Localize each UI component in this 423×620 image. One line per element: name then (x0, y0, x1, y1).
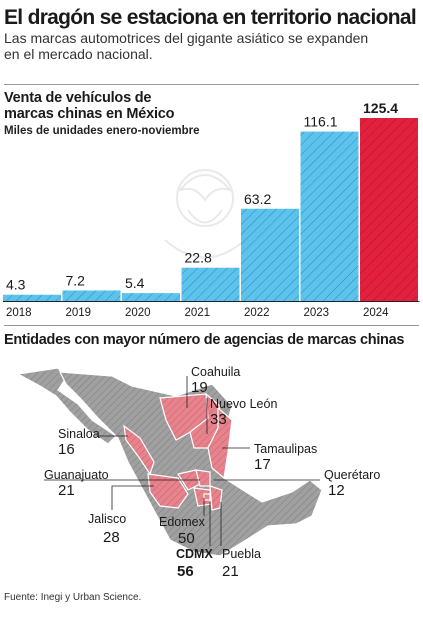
page-subtitle: Las marcas automotrices del gigante asiá… (4, 30, 369, 62)
chart-title: Venta de vehículos de marcas chinas en M… (4, 90, 175, 122)
data-label-2023: 116.1 (304, 114, 338, 130)
map-state-cdmx (203, 493, 211, 501)
entity-value-nuevo-leon: 33 (210, 411, 227, 428)
entity-name-tamaulipas: Tamaulipas (254, 442, 317, 456)
entity-value-guanajuato: 21 (58, 482, 75, 499)
entity-name-queretaro: Querétaro (324, 468, 380, 482)
divider (4, 84, 419, 85)
bar-2021 (181, 267, 240, 301)
entity-name-nuevo-leon: Nuevo León (210, 397, 277, 411)
entity-value-jalisco: 28 (103, 529, 120, 546)
x-tick-label-2024: 2024 (363, 307, 389, 319)
bar-2020 (122, 293, 180, 301)
page-title: El dragón se estaciona en territorio nac… (4, 6, 417, 29)
x-tick-label-2023: 2023 (304, 307, 330, 319)
bar-2023 (300, 131, 359, 301)
bar-chart: 4.3 2018 7.2 2019 5.4 2020 22.8 2021 63.2 2022 116… (3, 100, 420, 319)
x-tick-label-2018: 2018 (6, 307, 32, 319)
entity-name-jalisco: Jalisco (88, 512, 126, 526)
bar-2018 (3, 294, 61, 301)
data-label-2020: 5.4 (125, 275, 145, 291)
entity-value-puebla: 21 (222, 563, 239, 580)
entity-name-guanajuato: Guanajuato (44, 468, 109, 482)
map-state-tamaulipas (207, 406, 233, 480)
entity-value-tamaulipas: 17 (254, 456, 271, 473)
map-base-region (58, 371, 323, 557)
leader-lines (44, 376, 320, 546)
chart-subtitle: Miles de unidades enero-noviembre (4, 125, 200, 137)
entity-value-edomex: 50 (178, 530, 195, 547)
data-label-2021: 22.8 (185, 250, 212, 266)
entity-name-cdmx: CDMX (176, 547, 213, 561)
bar-2019 (62, 290, 121, 301)
data-label-2024: 125.4 (363, 100, 398, 116)
x-tick-label-2020: 2020 (125, 307, 151, 319)
bar-2022 (241, 208, 299, 301)
source-note: Fuente: Inegi y Urban Science. (4, 592, 142, 603)
map-state-jalisco (147, 473, 189, 509)
x-tick-label-2021: 2021 (185, 307, 211, 319)
map-state-puebla (209, 485, 223, 511)
entity-name-edomex: Edomex (159, 515, 206, 529)
data-label-2022: 63.2 (244, 191, 271, 207)
divider (4, 325, 419, 326)
x-tick-label-2022: 2022 (244, 307, 270, 319)
entity-value-queretaro: 12 (328, 482, 345, 499)
eagle-watermark-icon (164, 169, 246, 259)
x-tick-label-2019: 2019 (66, 307, 92, 319)
data-label-2019: 7.2 (66, 272, 86, 288)
entity-value-cdmx: 56 (177, 563, 194, 580)
entity-name-sinaloa: Sinaloa (58, 427, 100, 441)
entity-value-coahuila: 19 (191, 379, 208, 396)
map-title: Entidades con mayor número de agencias d… (4, 332, 405, 348)
bar-2024 (360, 118, 418, 301)
entity-value-sinaloa: 16 (58, 441, 75, 458)
entity-name-puebla: Puebla (222, 547, 261, 561)
mexico-map (16, 367, 323, 557)
entity-name-coahuila: Coahuila (191, 365, 240, 379)
data-label-2018: 4.3 (6, 277, 26, 293)
